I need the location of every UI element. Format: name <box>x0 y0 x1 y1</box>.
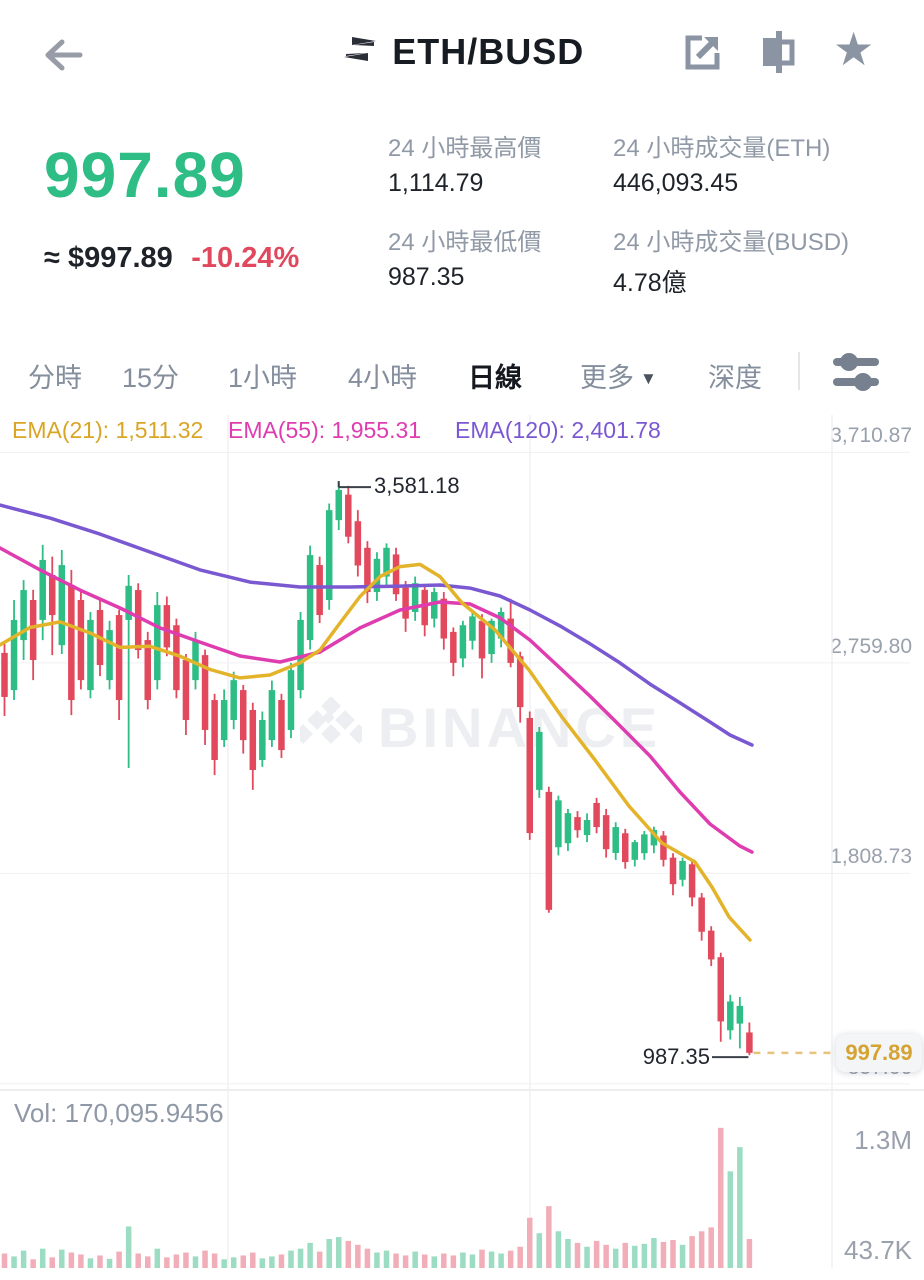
last-price: 997.89 <box>44 139 246 211</box>
back-button[interactable] <box>40 35 84 80</box>
stat-high: 24 小時最高價 1,114.79 <box>388 128 541 198</box>
star-filled-icon: ★ <box>833 23 875 75</box>
last-price-tag: 997.89 <box>836 1033 922 1072</box>
tab-more-label: 更多 <box>580 363 634 393</box>
share-external-icon <box>685 35 720 70</box>
arrow-left-icon <box>45 39 83 71</box>
stat-label: 24 小時成交量(BUSD) <box>613 229 850 256</box>
tab-1h[interactable]: 1小時 <box>228 363 298 393</box>
price-sub-row: ≈ $997.89 -10.24% <box>44 242 299 275</box>
volume-axis-label: 43.7K <box>844 1235 912 1265</box>
tab-daily[interactable]: 日線 <box>468 363 522 393</box>
tab-depth[interactable]: 深度 <box>708 363 762 393</box>
chart-settings-button[interactable] <box>830 348 882 403</box>
interval-tabbar: 分時 15分 1小時 4小時 日線 更多 ▼ 深度 <box>0 352 924 398</box>
stat-vol-busd: 24 小時成交量(BUSD) 4.78億 <box>613 222 849 299</box>
tab-15m[interactable]: 15分 <box>122 363 180 393</box>
tabbar-divider <box>798 352 800 390</box>
fiat-equivalent: ≈ $997.89 <box>44 242 173 274</box>
stat-label: 24 小時最低價 <box>388 229 542 256</box>
stat-value: 446,093.45 <box>613 169 739 197</box>
candlestick-icon <box>763 31 795 73</box>
stat-label: 24 小時最高價 <box>388 135 542 162</box>
favorite-button[interactable]: ★ <box>833 26 874 72</box>
tab-more[interactable]: 更多 ▼ <box>580 356 657 395</box>
sliders-icon <box>833 353 879 391</box>
stat-value: 987.35 <box>388 263 465 291</box>
chevron-down-icon: ▼ <box>640 369 657 388</box>
binance-logo-icon <box>300 696 362 744</box>
stat-low: 24 小時最低價 987.35 <box>388 222 541 292</box>
legend-ema55: EMA(55): 1,955.31 <box>228 417 422 443</box>
change-percent: -10.24% <box>191 242 300 274</box>
share-button[interactable] <box>680 31 722 78</box>
stat-value: 4.78億 <box>613 269 687 297</box>
low-price-annotation: 987.35 <box>642 1044 710 1070</box>
tab-4h[interactable]: 4小時 <box>348 363 418 393</box>
y-axis-label: 1,808.73 <box>830 845 912 869</box>
header-title-row: ETH/BUSD <box>0 30 924 73</box>
volume-axis-label: 1.3M <box>854 1125 912 1155</box>
legend-ema21: EMA(21): 1,511.32 <box>12 417 204 443</box>
volume-readout: Vol: 170,095.9456 <box>14 1098 224 1128</box>
legend-ema120: EMA(120): 2,401.78 <box>455 417 661 443</box>
tab-minute[interactable]: 分時 <box>28 363 82 393</box>
stat-label: 24 小時成交量(ETH) <box>613 135 831 162</box>
y-axis-label: 2,759.80 <box>830 634 912 658</box>
kline-view-button[interactable] <box>757 29 799 80</box>
high-price-annotation: 3,581.18 <box>374 473 460 499</box>
swap-arrows-icon[interactable] <box>340 30 380 70</box>
page-title: ETH/BUSD <box>392 31 585 72</box>
stat-value: 1,114.79 <box>388 169 484 197</box>
y-axis-label: 3,710.87 <box>830 424 912 448</box>
stat-vol-eth: 24 小時成交量(ETH) 446,093.45 <box>613 128 830 198</box>
